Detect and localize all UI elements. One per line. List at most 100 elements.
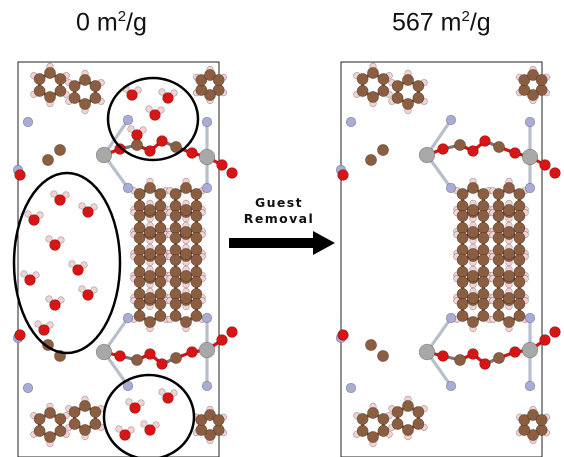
carbon-atom (492, 310, 505, 322)
left-value: 0 m (76, 8, 118, 37)
carbon-atom (535, 74, 548, 86)
carbon-atom (513, 222, 526, 234)
nitrogen-atom (22, 382, 34, 394)
carbon-atom (377, 413, 390, 425)
carbon-atom (367, 431, 379, 443)
carbon-atom (89, 406, 102, 418)
carbon-atom (89, 92, 102, 104)
carbon-atom (131, 139, 143, 151)
guest-circle-top (106, 76, 200, 162)
oxygen-atom (156, 358, 168, 370)
carbon-atom (144, 292, 156, 304)
carbon-atom (518, 74, 531, 86)
carbon-atom (169, 276, 182, 288)
oxygen-atom (509, 147, 521, 159)
nitrogen-atom (122, 182, 134, 194)
carbon-atom (133, 244, 146, 256)
arrow-label-line2: Removal (243, 211, 315, 226)
carbon-atom (365, 154, 377, 166)
carbon-atom (513, 188, 526, 200)
carbon-atom (204, 409, 216, 421)
carbon-atom (89, 80, 102, 92)
carbon-atom (513, 276, 526, 288)
carbon-atom (154, 266, 167, 278)
carbon-atom (190, 200, 203, 212)
carbon-atom (154, 288, 167, 300)
carbon-atom (527, 69, 539, 81)
carbon-atom (467, 182, 479, 194)
nitrogen-atom (22, 116, 34, 128)
carbon-atom (44, 91, 56, 103)
metal-atom (418, 146, 436, 164)
carbon-atom (212, 74, 225, 86)
carbon-atom (169, 310, 182, 322)
carbon-atom (144, 248, 156, 260)
carbon-atom (513, 232, 526, 244)
hydrogen-atom (90, 203, 98, 211)
carbon-atom (377, 350, 389, 362)
carbon-atom (204, 429, 216, 441)
carbon-atom (477, 288, 490, 300)
oxygen-atom (28, 214, 40, 226)
oxygen-atom (162, 92, 174, 104)
carbon-atom (169, 200, 182, 212)
guest-removal-label: Guest Removal (226, 195, 332, 227)
carbon-atom (492, 222, 505, 234)
carbon-atom (456, 244, 469, 256)
hydrogen-atom (57, 296, 65, 304)
carbon-atom (503, 204, 515, 216)
hydrogen-atom (46, 321, 54, 329)
carbon-atom (513, 310, 526, 322)
carbon-atom (454, 354, 466, 366)
metal-atom (95, 343, 113, 361)
hydrogen-atom (24, 210, 32, 218)
carbon-atom (133, 276, 146, 288)
carbon-atom (54, 73, 67, 85)
metal-atom (95, 146, 113, 164)
carbon-atom (513, 244, 526, 256)
hydrogen-atom (36, 211, 44, 219)
carbon-atom (195, 74, 208, 86)
carbon-atom (518, 84, 531, 96)
carbon-atom (467, 248, 479, 260)
oxygen-atom (549, 167, 561, 179)
carbon-atom (456, 254, 469, 266)
carbon-atom (154, 232, 167, 244)
carbon-atom (477, 276, 490, 288)
nitrogen-atom (345, 382, 357, 394)
carbon-atom (180, 248, 192, 260)
oxygen-atom (156, 135, 168, 147)
carbon-atom (154, 188, 167, 200)
carbon-atom (190, 298, 203, 310)
carbon-atom (144, 226, 156, 238)
hydrogen-atom (78, 202, 86, 210)
oxygen-atom (38, 324, 50, 336)
carbon-atom (503, 248, 515, 260)
oxygen-atom (54, 194, 66, 206)
oxygen-atom (49, 239, 61, 251)
carbon-atom (412, 406, 425, 418)
carbon-atom (503, 226, 515, 238)
right-framework-empty (335, 62, 561, 448)
carbon-atom (456, 276, 469, 288)
left-exponent: 2 (117, 8, 127, 25)
carbon-atom (190, 276, 203, 288)
carbon-atom (190, 266, 203, 278)
oxygen-atom (49, 299, 61, 311)
carbon-atom (169, 222, 182, 234)
metal-atom (521, 148, 539, 166)
metal-atom (198, 341, 216, 359)
nitrogen-atom (201, 380, 213, 392)
carbon-atom (391, 80, 404, 92)
oxygen-atom (226, 167, 238, 179)
metal-atom (418, 343, 436, 361)
carbon-atom (535, 414, 548, 426)
carbon-atom (180, 182, 192, 194)
carbon-atom (477, 298, 490, 310)
oxygen-atom (467, 348, 479, 360)
hydrogen-atom (78, 285, 86, 293)
carbon-atom (467, 226, 479, 238)
carbon-atom (412, 418, 425, 430)
carbon-atom (391, 92, 404, 104)
